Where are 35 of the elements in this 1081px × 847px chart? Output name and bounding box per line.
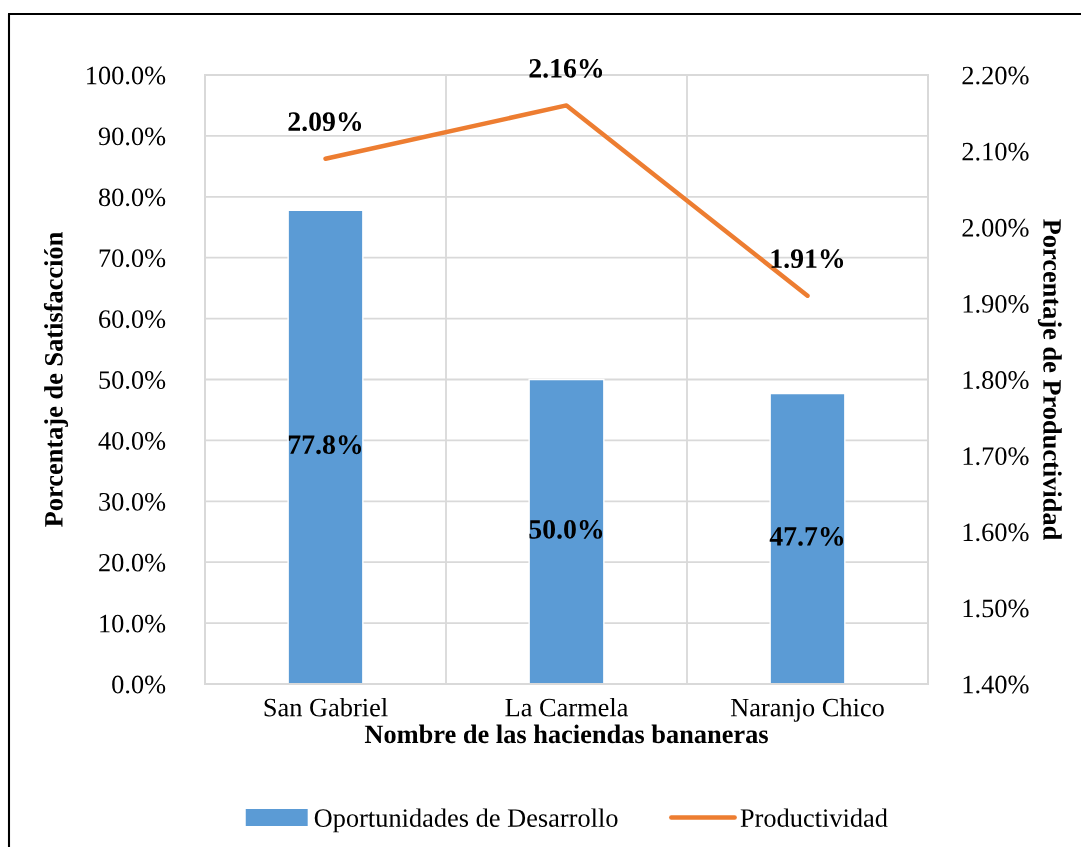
y-tick-label: 70.0% [99, 249, 166, 268]
y2-tick-label: 1.90% [963, 294, 1029, 313]
y2-tick-label: 1.60% [963, 523, 1029, 542]
y2-tick-label: 1.40% [963, 675, 1029, 694]
y-tick-label: 20.0% [99, 553, 166, 572]
data-label: 2.16% [529, 58, 603, 78]
y-axis-title: Porcentaje de Satisfacción [43, 232, 69, 527]
y2-tick-label: 1.80% [963, 371, 1029, 390]
y2-tick-label: 2.10% [962, 142, 1029, 161]
y-tick-label: 100.0% [87, 66, 166, 85]
y2-tick-label: 1.50% [963, 599, 1029, 618]
data-label: 1.91% [771, 249, 844, 269]
y2-tick-label: 2.00% [962, 218, 1029, 237]
data-label: 2.09% [288, 112, 362, 132]
y-tick-label: 0.0% [112, 675, 166, 694]
y-tick-label: 10.0% [100, 614, 166, 633]
legend-label: Productividad [740, 808, 888, 827]
y2-tick-label: 1.70% [963, 447, 1029, 466]
y2-tick-label: 2.20% [962, 66, 1029, 85]
bar [528, 378, 605, 684]
legend-label: Oportunidades de Desarrollo [314, 808, 618, 833]
x-tick-label: La Carmela [505, 697, 629, 717]
y-tick-label: 60.0% [99, 310, 166, 329]
x-tick-label: Naranjo Chico [730, 697, 884, 722]
y-tick-label: 90.0% [98, 127, 166, 146]
y-tick-label: 40.0% [98, 432, 166, 450]
y-tick-label: 80.0% [98, 188, 166, 207]
data-label: 77.8% [288, 435, 362, 455]
y-tick-label: 30.0% [99, 492, 166, 511]
y2-axis-title: Porcentaje de Productividad [1037, 219, 1062, 540]
y-tick-label: 50.0% [99, 371, 166, 390]
x-tick-label: San Gabriel [264, 697, 388, 717]
x-axis-title: Nombre de las haciendas bananeras [364, 724, 768, 744]
bar [287, 209, 364, 684]
bar [769, 392, 846, 684]
